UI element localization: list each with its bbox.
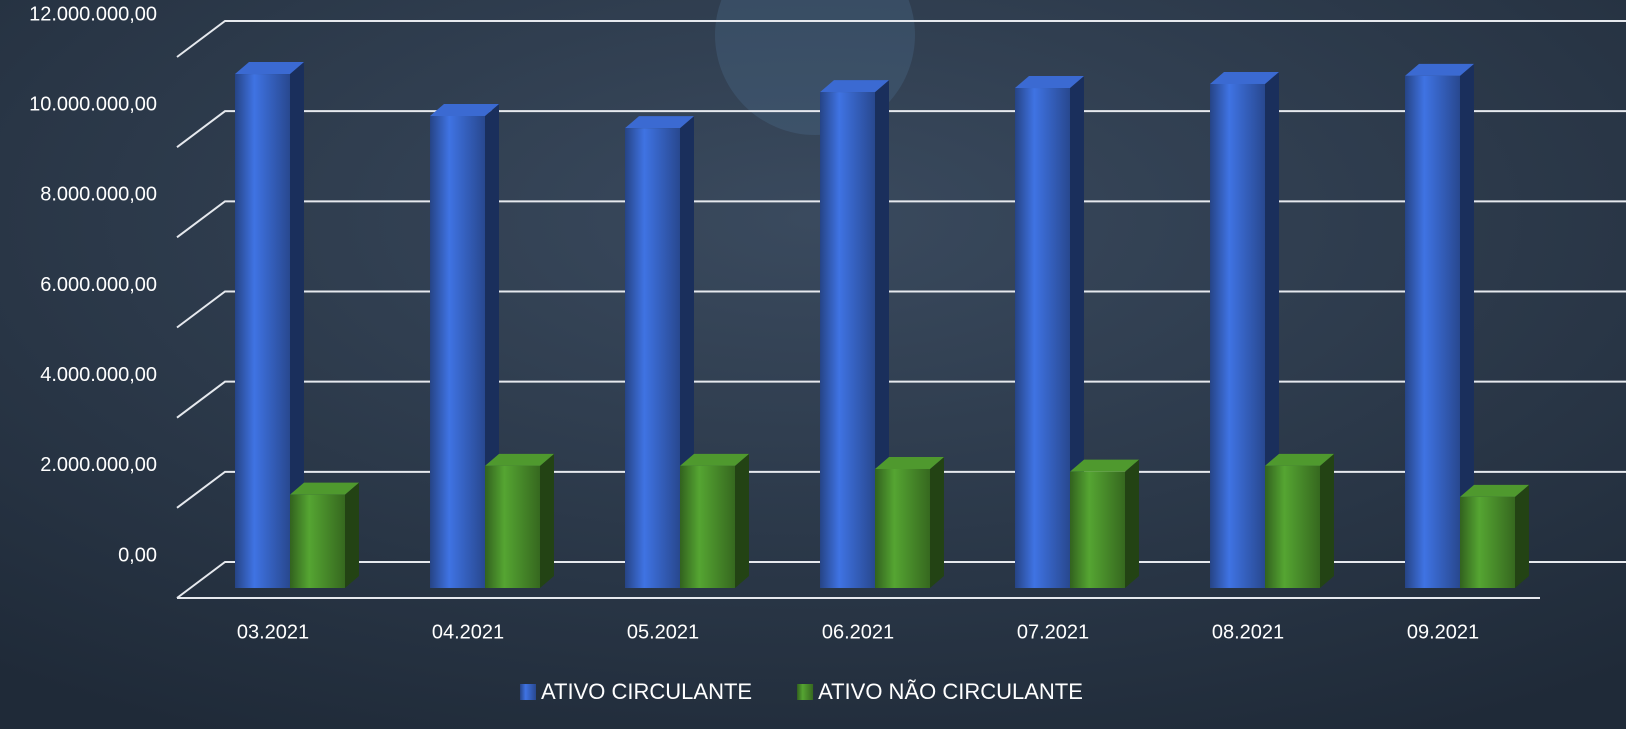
x-tick-label: 05.2021 xyxy=(627,621,699,643)
bar xyxy=(1070,472,1125,588)
x-tick-label: 04.2021 xyxy=(432,621,504,643)
bar xyxy=(680,466,735,588)
x-tick-label: 03.2021 xyxy=(237,621,309,643)
bar xyxy=(1405,76,1460,588)
x-tick-label: 09.2021 xyxy=(1407,621,1479,643)
y-tick-label: 10.000.000,00 xyxy=(29,93,157,115)
bar xyxy=(1265,466,1320,588)
bar-side xyxy=(735,454,749,588)
legend-swatch xyxy=(520,684,536,700)
bar xyxy=(875,469,930,588)
bar xyxy=(1210,84,1265,588)
x-tick-label: 07.2021 xyxy=(1017,621,1089,643)
bar-side xyxy=(1125,460,1139,588)
bar-side xyxy=(1320,454,1334,588)
x-tick-label: 08.2021 xyxy=(1212,621,1284,643)
bar-side xyxy=(1515,485,1529,588)
bar-side xyxy=(540,454,554,588)
bar xyxy=(485,466,540,588)
chart: 0,00 2.000.000,00 4.000.000,00 6.000.000,00… xyxy=(0,0,1626,729)
page: {"chart_data": {"type": "bar3d", "catego… xyxy=(0,0,1626,729)
bar-side xyxy=(345,483,359,588)
y-tick-label: 12.000.000,00 xyxy=(29,3,157,25)
bar xyxy=(430,116,485,588)
legend-label: ATIVO CIRCULANTE xyxy=(541,679,752,704)
bar xyxy=(1015,88,1070,588)
y-tick-label: 4.000.000,00 xyxy=(40,364,157,386)
bar xyxy=(1460,497,1515,588)
legend-swatch xyxy=(797,684,813,700)
bar xyxy=(820,92,875,588)
bar xyxy=(625,128,680,588)
y-tick-label: 8.000.000,00 xyxy=(40,184,157,206)
x-tick-label: 06.2021 xyxy=(822,621,894,643)
y-tick-label: 2.000.000,00 xyxy=(40,454,157,476)
bar xyxy=(290,495,345,588)
bar-side xyxy=(930,457,944,588)
legend-label: ATIVO NÃO CIRCULANTE xyxy=(818,679,1083,704)
y-tick-label: 6.000.000,00 xyxy=(40,274,157,296)
bar xyxy=(235,74,290,588)
y-tick-label: 0,00 xyxy=(118,544,157,566)
